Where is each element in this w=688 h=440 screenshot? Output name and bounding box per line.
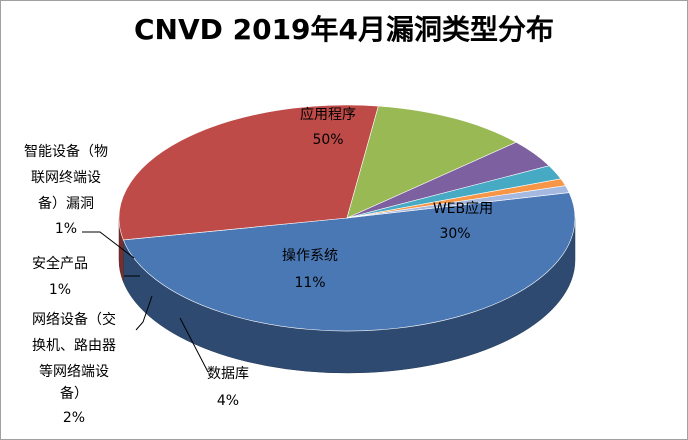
slice-name-label: 联网终端设: [31, 170, 101, 186]
slice-name-label: WEB应用: [433, 200, 493, 217]
slice-percent-label: 1%: [49, 282, 71, 298]
slice-name-label: 数据库: [207, 366, 249, 382]
pie-slice-1: [118, 104, 379, 241]
leader-line: [135, 295, 153, 331]
slice-labels: 应用程序 50% WEB应用 30% 操作系统 11% 数据库 4% 网络设备（交换机、路由器等…: [24, 106, 493, 426]
pie-slice-6: [346, 185, 570, 219]
slice-percent-label: 4%: [217, 393, 239, 409]
slice-percent-label: 2%: [63, 410, 85, 426]
slice-name-label: 网络设备（交: [32, 311, 116, 328]
leader-line: [82, 231, 135, 259]
chart-title: CNVD 2019年4月漏洞类型分布: [133, 13, 555, 46]
slice-name-label: 应用程序: [300, 106, 356, 123]
slice-name-label: 等网络端设: [39, 363, 109, 380]
slice-percent-label: 50%: [312, 132, 343, 148]
leader-line: [179, 317, 209, 373]
slice-name-label: 备）漏洞: [38, 195, 94, 212]
pie-slice-0: [122, 192, 576, 332]
leader-lines: [82, 231, 209, 373]
slice-name-label: 安全产品: [32, 255, 88, 272]
slice-percent-label: 11%: [294, 275, 325, 291]
slice-percent-label: 1%: [55, 221, 77, 237]
slice-name-label: 备）: [60, 385, 88, 402]
pie-tops: [118, 104, 576, 332]
pie-slice-2: [346, 105, 517, 219]
slice-name-label: 操作系统: [282, 248, 338, 264]
slice-name-label: 换机、路由器: [32, 337, 116, 354]
slice-name-label: 智能设备（物: [24, 143, 108, 160]
slice-percent-label: 30%: [439, 226, 470, 242]
